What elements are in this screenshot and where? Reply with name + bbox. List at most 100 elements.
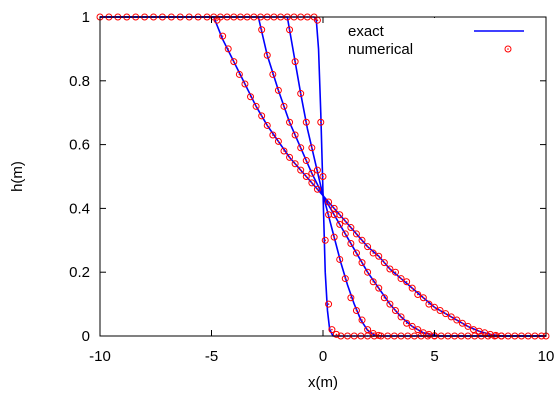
data-point-numerical-dot: [331, 328, 333, 331]
data-point-numerical: [458, 319, 466, 327]
data-point-numerical: [302, 118, 310, 126]
data-point-numerical-dot: [428, 303, 430, 305]
data-point-numerical: [369, 278, 377, 286]
data-point-numerical-dot: [288, 121, 291, 124]
data-point-numerical-dot: [288, 28, 291, 31]
data-point-numerical-dot: [483, 332, 486, 334]
data-point-numerical: [369, 249, 377, 257]
data-point-numerical-dot: [319, 121, 322, 124]
x-tick-label: -5: [205, 348, 218, 365]
data-point-numerical: [375, 284, 383, 292]
data-point-numerical: [347, 239, 355, 247]
data-point-numerical: [325, 211, 333, 219]
data-point-numerical: [247, 93, 255, 101]
data-point-numerical-dot: [238, 73, 241, 76]
data-point-numerical: [403, 278, 411, 286]
data-point-numerical: [425, 300, 433, 308]
data-point-numerical-dot: [350, 296, 352, 299]
data-point-numerical-dot: [394, 309, 397, 312]
data-point-numerical-dot: [411, 287, 414, 289]
data-point-numerical-dot: [216, 19, 218, 21]
data-point-numerical-dot: [411, 325, 414, 328]
data-point-numerical-dot: [316, 188, 319, 191]
data-point-numerical-dot: [277, 89, 280, 92]
data-point-numerical-dot: [233, 60, 235, 63]
data-point-numerical-dot: [338, 258, 341, 261]
data-point-numerical: [358, 236, 366, 244]
data-point-numerical-dot: [266, 124, 269, 127]
data-point-numerical: [274, 137, 282, 145]
data-point-numerical-dot: [344, 233, 347, 235]
data-point-numerical: [391, 306, 399, 314]
y-tick-label: 0.6: [69, 137, 90, 154]
data-point-numerical: [375, 252, 383, 260]
data-point-numerical-dot: [433, 306, 436, 309]
data-point-numerical-dot: [355, 252, 358, 254]
data-point-numerical-dot: [305, 121, 308, 124]
data-point-numerical: [269, 131, 277, 139]
data-point-numerical-dot: [361, 319, 363, 321]
data-point-numerical: [308, 169, 316, 177]
data-point-numerical: [341, 217, 349, 225]
data-point-numerical-dot: [383, 261, 386, 264]
data-point-numerical-dot: [266, 54, 269, 57]
data-point-numerical-dot: [389, 268, 391, 270]
data-point-numerical: [380, 259, 388, 267]
data-point-numerical-dot: [322, 175, 324, 178]
data-point-numerical-dot: [383, 296, 386, 299]
data-point-numerical: [286, 118, 294, 126]
y-tick-label: 0: [82, 328, 90, 345]
data-point-numerical-dot: [283, 105, 285, 108]
data-point-numerical-dot: [344, 220, 347, 222]
data-point-numerical-dot: [283, 150, 285, 152]
legend-swatch-numerical: [504, 45, 512, 53]
data-point-numerical-dot: [422, 296, 425, 299]
data-point-numerical-dot: [260, 115, 263, 117]
data-point-numerical-dot: [255, 105, 257, 108]
data-point-numerical: [258, 26, 266, 34]
data-point-numerical: [347, 224, 355, 232]
legend-label-exact: exact: [348, 23, 385, 40]
data-point-numerical: [453, 316, 461, 324]
data-point-numerical-dot: [299, 146, 302, 149]
x-tick-label: 5: [430, 348, 438, 365]
data-point-numerical-dot: [324, 239, 327, 242]
x-axis-label: x(m): [308, 374, 338, 391]
data-point-numerical: [297, 144, 305, 152]
data-point-numerical: [286, 153, 294, 161]
data-point-numerical-dot: [294, 134, 296, 136]
data-point-numerical: [414, 326, 422, 334]
data-point-numerical-dot: [450, 316, 453, 318]
data-point-numerical: [397, 275, 405, 283]
data-point-numerical-dot: [333, 236, 335, 238]
data-point-numerical-dot: [327, 213, 330, 216]
data-point-numerical: [313, 185, 321, 193]
data-point-numerical-dot: [372, 280, 374, 283]
data-point-numerical-dot: [221, 35, 224, 37]
data-point-numerical-dot: [350, 226, 352, 229]
data-point-numerical-dot: [299, 92, 302, 95]
data-point-numerical-dot: [272, 73, 274, 76]
data-point-numerical-dot: [461, 322, 464, 325]
data-point-numerical: [431, 303, 438, 311]
data-point-numerical-dot: [305, 175, 308, 178]
data-point-numerical-dot: [350, 242, 352, 245]
y-tick-label: 1: [82, 9, 90, 26]
data-point-numerical: [397, 313, 405, 321]
data-point-numerical: [386, 300, 394, 308]
data-point-numerical: [364, 268, 372, 276]
data-point-numerical-dot: [400, 277, 402, 280]
data-point-numerical-dot: [277, 140, 280, 143]
data-point-numerical: [263, 51, 271, 59]
data-point-numerical: [224, 45, 232, 53]
data-point-numerical: [386, 265, 394, 273]
data-point-numerical: [297, 166, 305, 174]
data-point-numerical: [325, 300, 333, 308]
y-tick-label: 0.2: [69, 264, 90, 281]
data-point-numerical-dot: [333, 207, 335, 210]
data-point-numerical: [408, 322, 416, 330]
data-point-numerical-dot: [244, 83, 246, 85]
data-point-numerical: [297, 90, 305, 98]
data-point-numerical: [313, 166, 321, 174]
